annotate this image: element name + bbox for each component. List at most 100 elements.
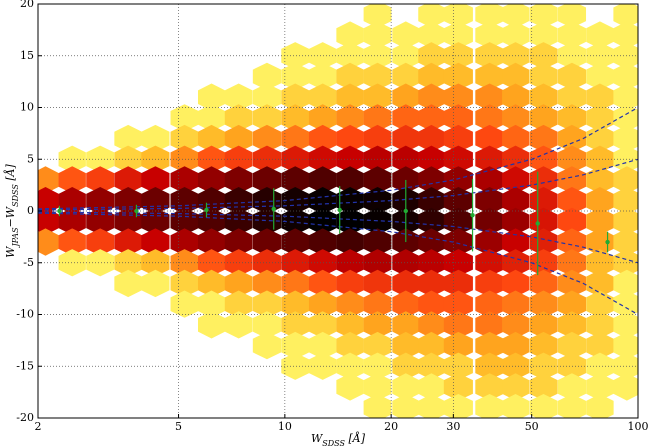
hex-cell [308, 207, 337, 236]
hex-cell [502, 83, 530, 111]
hex-cell [141, 124, 170, 153]
hex-cell [502, 311, 530, 339]
hex-cell [363, 269, 392, 298]
hex-cell [529, 228, 558, 256]
hex-cell [557, 290, 587, 318]
reference-line [37, 212, 639, 316]
hex-cell [475, 311, 504, 339]
hex-cell [475, 373, 504, 401]
hex-cell [392, 104, 420, 132]
hex-cell [86, 228, 115, 256]
label-part: SDSS [11, 184, 20, 207]
hex-cell [141, 269, 170, 298]
hex-cell [586, 393, 614, 418]
y-tick-label: 20 [20, 0, 34, 10]
hex-cell [443, 62, 473, 91]
hex-cell [281, 104, 310, 132]
hex-cell [443, 290, 473, 318]
hex-cell [170, 186, 199, 215]
hex-cell [586, 21, 614, 49]
hex-cell [502, 124, 530, 153]
hex-cell [281, 145, 310, 173]
hex-cell [252, 83, 282, 111]
hex-cell [475, 393, 504, 418]
hex-cell [418, 311, 445, 339]
hex-cell [557, 373, 587, 401]
hex-cell [392, 352, 420, 380]
reference-line [37, 106, 639, 210]
hex-cell [170, 104, 199, 132]
hex-cell [418, 166, 445, 194]
hex-cell [363, 62, 392, 91]
hex-cell [418, 83, 445, 111]
hex-cell [281, 331, 310, 360]
hex-cell [613, 124, 638, 153]
hex-cell [586, 186, 614, 215]
hex-cell [197, 104, 226, 132]
hex-cell [38, 166, 59, 194]
hex-cell [557, 104, 587, 132]
hex-cell [197, 124, 226, 153]
hex-cell [336, 331, 364, 360]
median-point [204, 207, 209, 213]
hex-cell [475, 228, 504, 256]
hex-cell [86, 166, 115, 194]
hex-cell [418, 186, 445, 215]
hex-cell [58, 186, 86, 215]
hex-cell [586, 290, 614, 318]
hex-cell [557, 207, 587, 236]
hex-cell [557, 62, 587, 91]
x-tick-label: 2 [35, 420, 42, 433]
hex-cell [281, 249, 310, 277]
hex-cell [363, 393, 392, 418]
hex-cell [252, 269, 282, 298]
hex-cell [224, 311, 253, 339]
hex-cell [252, 62, 282, 91]
hex-cell [443, 124, 473, 153]
hex-cell [363, 186, 392, 215]
hex-cell [443, 393, 473, 418]
hex-cell [557, 331, 587, 360]
hex-cell [613, 269, 638, 298]
hex-cell [197, 269, 226, 298]
hex-cell [363, 104, 392, 132]
hex-cell [38, 207, 59, 236]
hex-cell [308, 269, 337, 298]
hex-cell [336, 207, 364, 236]
hex-cell [86, 249, 115, 277]
hex-cell [141, 186, 170, 215]
x-tick-label: 30 [446, 420, 460, 433]
hex-cell [363, 21, 392, 49]
hex-cell [392, 145, 420, 173]
hex-cell [557, 352, 587, 380]
hex-cell [308, 42, 337, 70]
y-tick-label: -20 [16, 411, 34, 424]
x-tick-label: 10 [278, 420, 292, 433]
hex-cell [418, 269, 445, 298]
hex-cell [336, 166, 364, 194]
hex-cell [475, 21, 504, 49]
hex-cell [613, 186, 638, 215]
hex-cell [557, 145, 587, 173]
hex-cell [392, 393, 420, 418]
hex-cell [197, 186, 226, 215]
hex-cell [308, 124, 337, 153]
hex-cell [502, 4, 530, 29]
hex-cell [197, 207, 226, 236]
hex-cell [252, 104, 282, 132]
y-tick-label: 0 [27, 204, 34, 217]
median-point [535, 221, 540, 226]
hex-cell [58, 207, 86, 236]
hex-cell [502, 186, 530, 215]
hex-cell [114, 166, 142, 194]
hex-cell [418, 62, 445, 91]
median-point [470, 212, 475, 218]
label-part: [Å] [3, 163, 17, 184]
hex-cell [418, 104, 445, 132]
hex-cell [363, 311, 392, 339]
hex-cell [529, 269, 558, 298]
hex-cell [252, 311, 282, 339]
hex-cell [336, 290, 364, 318]
